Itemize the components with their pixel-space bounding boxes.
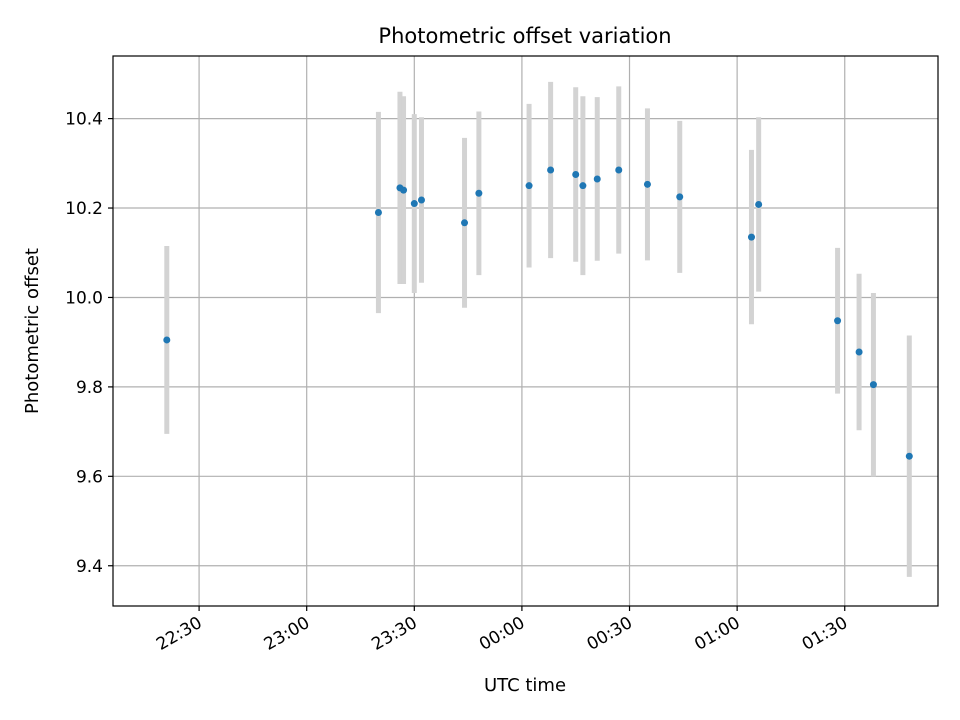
y-tick-label: 10.4: [65, 110, 103, 130]
data-point: [593, 175, 601, 183]
data-point: [869, 381, 877, 389]
data-point: [163, 336, 171, 344]
data-point: [572, 170, 580, 178]
y-axis: 9.4 9.6 9.8 10.0 10.2 10.4: [65, 110, 113, 577]
data-point: [374, 209, 382, 217]
y-tick-label: 10.0: [65, 288, 103, 308]
y-axis-label: Photometric offset: [22, 248, 43, 414]
grid: [113, 56, 938, 606]
data-point: [855, 348, 863, 356]
y-tick-label: 9.4: [76, 557, 103, 577]
y-tick-label: 9.6: [76, 467, 103, 487]
chart-title: Photometric offset variation: [378, 24, 671, 48]
data-point: [400, 186, 408, 194]
data-point: [643, 180, 651, 188]
plot-frame: [112, 55, 939, 607]
data-point: [905, 452, 913, 460]
data-point: [417, 196, 425, 204]
data-point: [615, 166, 623, 174]
data-point: [676, 193, 684, 201]
data-point: [461, 219, 469, 227]
data-point: [410, 200, 418, 208]
x-axis-label: UTC time: [484, 675, 566, 696]
y-tick-label: 10.2: [65, 199, 103, 219]
data-points: [163, 166, 913, 460]
data-point: [525, 182, 533, 190]
data-point: [579, 182, 587, 190]
data-point: [755, 200, 763, 208]
data-point: [834, 317, 842, 325]
data-point: [475, 189, 483, 197]
y-tick-label: 9.8: [76, 378, 103, 398]
data-point: [747, 233, 755, 241]
data-point: [547, 166, 555, 174]
